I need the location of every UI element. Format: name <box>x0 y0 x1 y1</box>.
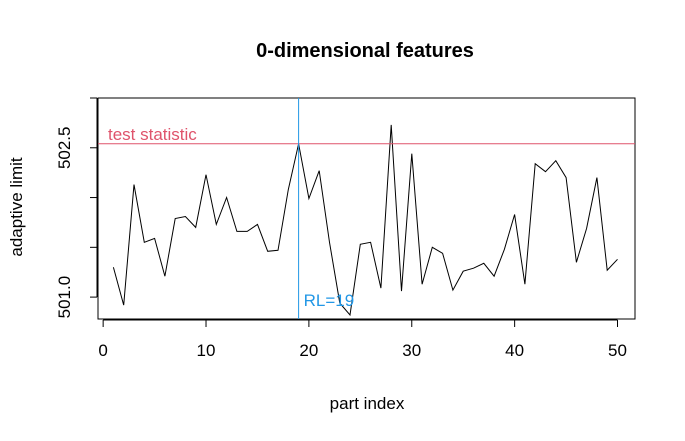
x-tick-label: 0 <box>98 341 107 360</box>
x-tick-label: 10 <box>197 341 216 360</box>
y-tick-label: 501.0 <box>55 276 74 319</box>
x-tick-label: 20 <box>299 341 318 360</box>
test-statistic-label: test statistic <box>108 125 197 144</box>
x-axis: 0 10 20 30 40 50 <box>98 319 627 360</box>
reference-lines: test statistic RL=19 <box>98 98 635 319</box>
y-axis: 501.0 502.5 <box>55 97 98 319</box>
y-tick-label: 502.5 <box>55 127 74 170</box>
y-axis-label: adaptive limit <box>7 157 26 256</box>
x-tick-label: 30 <box>402 341 421 360</box>
series-line <box>112 124 618 317</box>
plot-frame <box>97 97 636 320</box>
x-tick-label: 40 <box>505 341 524 360</box>
run-length-label: RL=19 <box>304 291 355 310</box>
x-tick-label: 50 <box>608 341 627 360</box>
chart-title: 0-dimensional features <box>256 40 474 62</box>
x-axis-label: part index <box>330 394 405 413</box>
